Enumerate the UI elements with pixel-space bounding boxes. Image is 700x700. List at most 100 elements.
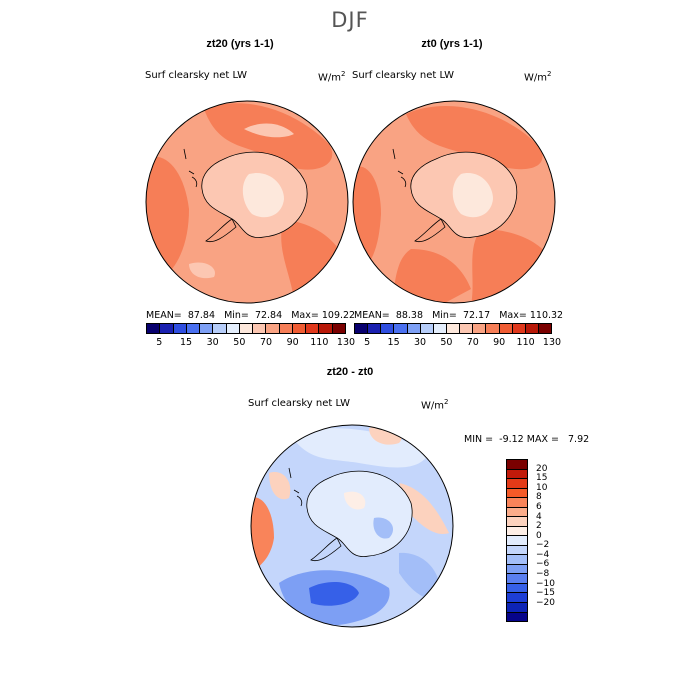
panel-2-colorbar-swatch [486,324,500,333]
diff-colorbar-tick-label: 6 [536,501,542,512]
panel-1-map [145,100,349,304]
panel-1-colorbar-ticks: 5 15 30 50 70 90 110 130 [146,337,355,349]
panel-1-colorbar-swatch [160,324,174,333]
diff-colorbar-swatch [507,507,527,518]
diff-colorbar-tick-label: 4 [536,511,542,522]
panel-2-colorbar-swatch [394,324,408,333]
panel-2-colorbar-swatch [420,324,434,333]
panel-2-colorbar-tick-label: 50 [440,337,453,348]
diff-colorbar-tick-label: 8 [536,492,542,503]
diff-colorbar-swatch [507,536,527,546]
panel-2-colorbar-ticks: 5 15 30 50 70 90 110 130 [354,337,561,349]
panel-2-colorbar-swatch [499,324,513,333]
panel-1-variable: Surf clearsky net LW [145,70,248,81]
diff-colorbar-tick-label: −10 [536,578,555,589]
panel-2-colorbar-tick-label: 30 [413,337,427,348]
diff-colorbar-swatch [507,498,527,508]
diff-colorbar-swatch [507,526,527,537]
figure-title: DJF [331,8,369,32]
panel-1-colorbar-tick-label: 15 [179,337,193,348]
diff-colorbar-swatch [507,583,527,594]
diff-colorbar-tick-label: −8 [536,569,550,580]
diff-colorbar-swatch [507,612,527,622]
panel-1-colorbar-swatch [147,324,161,333]
panel-2-colorbar-swatch [460,324,474,333]
panel-2-colorbar-swatch [473,324,487,333]
diff-panel-units: W/m2 [421,398,449,412]
diff-colorbar-swatch [507,488,527,499]
panel-2-colorbar-tick-label: 70 [466,337,479,348]
diff-colorbar-tick-label: −6 [536,559,550,570]
diff-panel-variable: Surf clearsky net LW [248,398,351,409]
diff-colorbar-tick-label: 10 [536,482,548,493]
panel-1-colorbar-swatch [200,324,214,333]
panel-1-colorbar [146,323,346,334]
panel-1-colorbar-tick-label: 130 [336,337,356,348]
panel-1-colorbar-swatch [306,324,320,333]
diff-colorbar-swatch [507,593,527,603]
panel-1-stats: MEAN= 87.84 Min= 72.84 Max= 109.22 [146,310,356,321]
diff-colorbar-swatch [507,574,527,584]
diff-panel-minmax: MIN = -9.12 MAX = 7.92 [464,434,590,445]
panel-2-colorbar-swatch [381,324,395,333]
diff-colorbar-tick-label: 15 [536,473,548,484]
panel-1-colorbar-tick-label: 70 [259,337,273,348]
panel-1-colorbar-tick-label: 50 [233,337,246,348]
panel-1-colorbar-tick-label: 30 [206,337,219,348]
panel-1-colorbar-swatch [319,324,333,333]
panel-1-colorbar-swatch [226,324,240,333]
panel-1-colorbar-swatch [332,324,345,333]
diff-colorbar-tick-label: −4 [536,549,550,560]
diff-panel-map [250,424,454,628]
panel-1-colorbar-swatch [186,324,201,333]
panel-2-colorbar-swatch [512,324,526,333]
diff-colorbar-tick-label: −2 [536,540,550,551]
panel-2-colorbar-tick-label: 130 [542,337,562,348]
diff-colorbar-tick-label: −20 [536,597,555,608]
panel-2-colorbar [354,323,552,334]
diff-colorbar-tick-label: 0 [536,530,542,541]
panel-2-colorbar-swatch [446,324,461,333]
panel-1-colorbar-swatch [279,324,293,333]
diff-colorbar-swatch [507,460,527,470]
diff-colorbar-tick-label: 2 [536,521,542,532]
panel-2-colorbar-tick-label: 90 [493,337,506,348]
diff-colorbar-swatch [507,517,527,527]
diff-colorbar-tick-label: −15 [536,588,555,599]
diff-colorbar-swatch [507,545,527,556]
panel-2-colorbar-tick-label: 5 [364,337,371,348]
panel-2-colorbar-swatch [525,324,539,333]
panel-2-colorbar-swatch [355,324,369,333]
diff-colorbar-swatch [507,469,527,480]
panel-2-colorbar-swatch [407,324,421,333]
diff-colorbar-labels: 20 15 10 8 6 4 2 0 −2 −4 −6 −8 −10 −15 −20 [536,459,576,622]
panel-2-colorbar-tick-label: 15 [387,337,400,348]
panel-2-stats: MEAN= 88.38 Min= 72.17 Max= 110.32 [354,310,564,321]
panel-2-colorbar-tick-label: 110 [516,337,535,348]
panel-2-units: W/m2 [524,70,552,84]
diff-colorbar-swatch [507,555,527,565]
diff-colorbar-swatch [507,479,527,489]
panel-2-map [352,100,556,304]
panel-1-colorbar-swatch [239,324,254,333]
diff-colorbar-swatch [507,602,527,613]
panel-2-variable: Surf clearsky net LW [352,70,455,81]
panel-1-title: zt20 (yrs 1-1) [206,38,274,50]
diff-colorbar-swatch [507,564,527,575]
panel-2-colorbar-swatch [368,324,382,333]
panel-1-colorbar-swatch [266,324,280,333]
panel-2-colorbar-swatch [433,324,447,333]
panel-1-colorbar-swatch [173,324,187,333]
panel-1-colorbar-tick-label: 90 [286,337,299,348]
panel-2-title: zt0 (yrs 1-1) [421,38,483,50]
diff-colorbar-tick-label: 20 [536,463,548,474]
panel-1-colorbar-tick-label: 110 [310,337,329,348]
panel-1-colorbar-swatch [253,324,267,333]
panel-1-colorbar-swatch [292,324,307,333]
diff-panel-title: zt20 - zt0 [326,366,374,378]
diff-colorbar [506,459,528,622]
panel-1-colorbar-swatch [213,324,227,333]
panel-1-colorbar-tick-label: 5 [156,337,163,348]
panel-2-colorbar-swatch [538,324,552,333]
panel-1-units: W/m2 [318,70,346,84]
